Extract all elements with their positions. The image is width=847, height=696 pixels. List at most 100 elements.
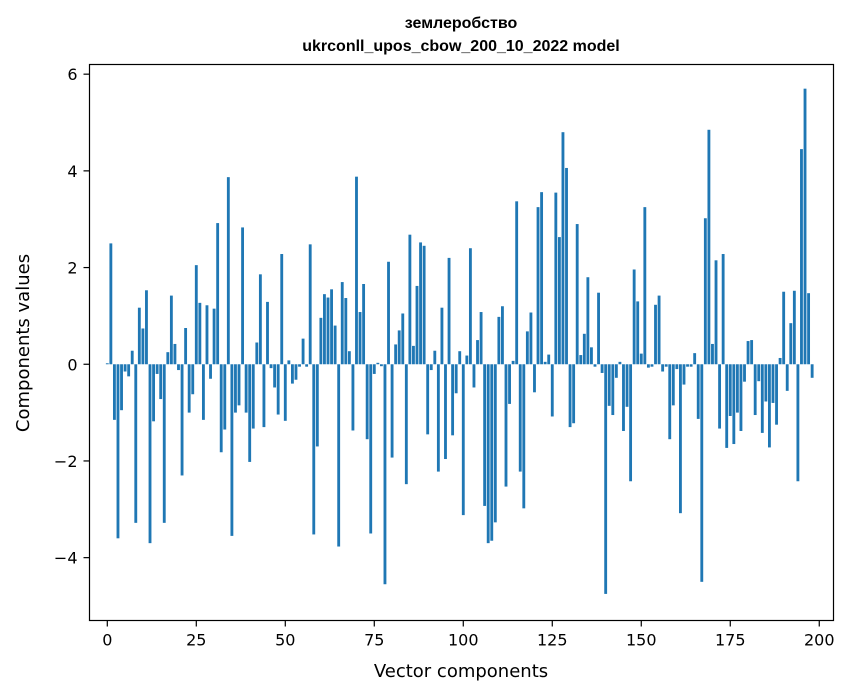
bar xyxy=(614,364,618,378)
bar xyxy=(344,298,348,365)
bar xyxy=(255,342,259,365)
bar xyxy=(529,312,533,365)
bar xyxy=(807,293,811,365)
bar xyxy=(472,364,476,388)
bar xyxy=(408,234,412,365)
bar xyxy=(557,237,561,365)
bar xyxy=(504,364,508,487)
bar xyxy=(447,257,451,365)
x-tick-label: 150 xyxy=(626,631,657,650)
bar xyxy=(248,364,252,462)
bar xyxy=(269,364,273,369)
y-axis-label: Components values xyxy=(13,254,34,432)
bar xyxy=(785,364,789,391)
bar xyxy=(565,167,568,365)
bar xyxy=(262,364,266,428)
bar xyxy=(351,364,355,431)
bar xyxy=(675,364,679,370)
bar xyxy=(632,269,636,365)
bar xyxy=(187,364,191,413)
bar xyxy=(419,242,422,365)
bar xyxy=(198,302,202,365)
bar xyxy=(493,364,497,523)
bar xyxy=(590,347,593,365)
bar xyxy=(397,330,401,365)
bar xyxy=(465,355,469,365)
x-tick-label: 0 xyxy=(102,631,112,650)
bar xyxy=(700,364,704,582)
bar xyxy=(323,294,326,365)
bar xyxy=(387,261,390,365)
bar xyxy=(205,305,209,365)
bar xyxy=(721,254,725,365)
bar xyxy=(191,364,195,395)
chart-subtitle: ukrconll_upos_cbow_200_10_2022 model xyxy=(302,38,619,55)
bar xyxy=(522,364,526,509)
bar xyxy=(280,254,284,365)
bar xyxy=(294,364,298,380)
x-tick-label: 50 xyxy=(275,631,295,650)
bar xyxy=(169,295,173,365)
bar xyxy=(711,343,714,365)
bar xyxy=(654,304,657,365)
bar xyxy=(629,364,633,482)
bar xyxy=(372,364,376,374)
bar xyxy=(162,364,166,523)
bar xyxy=(333,325,337,365)
bar xyxy=(422,245,426,365)
bar xyxy=(412,345,415,365)
bar xyxy=(444,364,447,460)
bar xyxy=(209,364,212,379)
bar xyxy=(479,312,483,365)
bar xyxy=(194,265,198,365)
bar xyxy=(451,364,455,436)
bar xyxy=(226,177,230,365)
bar xyxy=(166,352,170,365)
bar xyxy=(458,351,462,365)
bar xyxy=(511,360,515,365)
bar xyxy=(714,260,718,365)
bar xyxy=(796,364,800,482)
bar xyxy=(789,323,793,365)
bar xyxy=(476,340,479,365)
bar xyxy=(525,331,529,365)
chart-title: землеробство xyxy=(405,15,518,32)
bar xyxy=(533,364,536,393)
bar xyxy=(743,364,746,382)
bar xyxy=(757,364,761,382)
bar xyxy=(394,344,398,365)
x-tick-label: 125 xyxy=(537,631,568,650)
bar xyxy=(650,364,654,367)
bar xyxy=(764,364,768,402)
bar xyxy=(639,353,643,365)
bar xyxy=(768,364,771,448)
x-axis-label: Vector components xyxy=(374,661,548,682)
bar xyxy=(433,350,437,365)
bar xyxy=(536,207,540,365)
bar xyxy=(468,248,472,365)
bar xyxy=(340,282,344,365)
bar xyxy=(703,218,707,365)
x-tick-label: 25 xyxy=(186,631,206,650)
bar xyxy=(123,364,127,372)
bar xyxy=(760,364,764,433)
bar xyxy=(636,301,640,365)
bar xyxy=(483,364,487,506)
x-axis-ticks: 0 25 50 75 100 125 150 175 200 xyxy=(102,620,835,650)
bar xyxy=(600,364,604,373)
bar xyxy=(657,295,661,365)
bar xyxy=(130,350,134,365)
plot-area-frame xyxy=(88,63,835,622)
bar xyxy=(643,207,647,365)
bar xyxy=(173,343,177,365)
bar xyxy=(515,201,519,365)
bar xyxy=(137,307,141,365)
bar xyxy=(497,316,501,365)
bar xyxy=(718,364,722,429)
bar xyxy=(622,364,625,431)
bar xyxy=(732,364,736,445)
bar xyxy=(735,364,739,413)
bar xyxy=(201,364,205,420)
bar xyxy=(276,364,280,415)
